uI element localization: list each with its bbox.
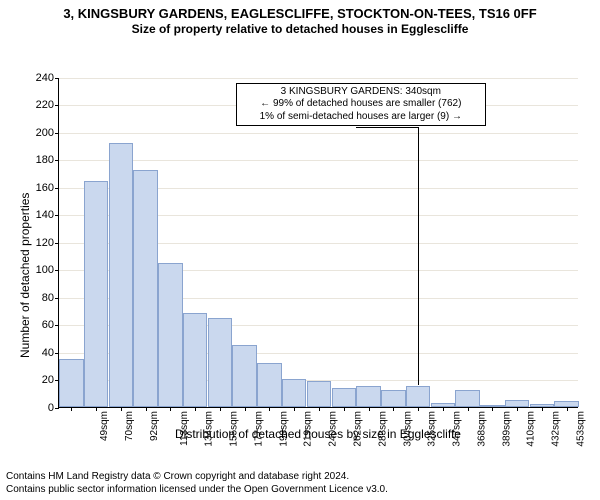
ytick-label: 40 bbox=[42, 347, 54, 359]
xtick-mark bbox=[71, 407, 72, 411]
annotation-line-3: 1% of semi-detached houses are larger (9… bbox=[241, 111, 481, 124]
ytick-label: 80 bbox=[42, 292, 54, 304]
histogram-bar bbox=[133, 170, 158, 407]
xtick-mark bbox=[245, 407, 246, 411]
xtick-mark bbox=[492, 407, 493, 411]
ytick-mark bbox=[55, 325, 59, 326]
gridline-y bbox=[59, 78, 578, 79]
gridline-y bbox=[59, 160, 578, 161]
ytick-mark bbox=[55, 270, 59, 271]
xtick-mark bbox=[170, 407, 171, 411]
histogram-bar bbox=[158, 263, 183, 407]
ytick-label: 140 bbox=[36, 209, 54, 221]
annotation-arrow-stub bbox=[356, 127, 418, 128]
xtick-mark bbox=[393, 407, 394, 411]
footer-attribution: Contains HM Land Registry data © Crown c… bbox=[6, 471, 388, 496]
histogram-bar bbox=[381, 390, 406, 407]
histogram-bar bbox=[356, 386, 381, 407]
ytick-label: 60 bbox=[42, 319, 54, 331]
ytick-label: 200 bbox=[36, 127, 54, 139]
ytick-mark bbox=[55, 133, 59, 134]
xtick-mark bbox=[146, 407, 147, 411]
ytick-label: 180 bbox=[36, 154, 54, 166]
histogram-bar bbox=[208, 318, 233, 407]
ytick-mark bbox=[55, 408, 59, 409]
ytick-mark bbox=[55, 298, 59, 299]
xtick-mark bbox=[468, 407, 469, 411]
footer-line-2: Contains public sector information licen… bbox=[6, 484, 388, 497]
y-axis-label: Number of detached properties bbox=[18, 193, 32, 358]
annotation-line-2: ← 99% of detached houses are smaller (76… bbox=[241, 98, 481, 111]
annotation-arrow bbox=[418, 127, 419, 385]
ytick-mark bbox=[55, 353, 59, 354]
ytick-mark bbox=[55, 78, 59, 79]
gridline-y bbox=[59, 133, 578, 134]
ytick-mark bbox=[55, 105, 59, 106]
xtick-mark bbox=[344, 407, 345, 411]
ytick-label: 220 bbox=[36, 99, 54, 111]
page-title-line1: 3, KINGSBURY GARDENS, EAGLESCLIFFE, STOC… bbox=[0, 0, 600, 22]
ytick-label: 120 bbox=[36, 237, 54, 249]
xtick-mark bbox=[567, 407, 568, 411]
xtick-mark bbox=[319, 407, 320, 411]
xtick-mark bbox=[542, 407, 543, 411]
histogram-bar bbox=[109, 143, 134, 407]
ytick-label: 160 bbox=[36, 182, 54, 194]
xtick-mark bbox=[195, 407, 196, 411]
histogram-bar bbox=[59, 359, 84, 407]
xtick-mark bbox=[269, 407, 270, 411]
ytick-label: 240 bbox=[36, 72, 54, 84]
ytick-label: 100 bbox=[36, 264, 54, 276]
ytick-label: 20 bbox=[42, 374, 54, 386]
xtick-mark bbox=[517, 407, 518, 411]
ytick-mark bbox=[55, 215, 59, 216]
histogram-bar bbox=[282, 379, 307, 407]
xtick-mark bbox=[96, 407, 97, 411]
histogram-bar bbox=[257, 363, 282, 407]
histogram-bar bbox=[183, 313, 208, 407]
xtick-mark bbox=[121, 407, 122, 411]
footer-line-1: Contains HM Land Registry data © Crown c… bbox=[6, 471, 388, 484]
histogram-bar bbox=[307, 381, 332, 407]
plot-area: 02040608010012014016018020022024049sqm70… bbox=[58, 78, 578, 408]
histogram-bar bbox=[455, 390, 480, 407]
ytick-mark bbox=[55, 188, 59, 189]
ytick-label: 0 bbox=[48, 402, 54, 414]
histogram-bar bbox=[84, 181, 109, 407]
x-axis-label: Distribution of detached houses by size … bbox=[58, 427, 578, 441]
xtick-mark bbox=[369, 407, 370, 411]
histogram-bar bbox=[232, 345, 257, 407]
ytick-mark bbox=[55, 243, 59, 244]
xtick-mark bbox=[418, 407, 419, 411]
histogram-bar bbox=[332, 388, 357, 407]
histogram-bar bbox=[406, 386, 431, 407]
histogram-bar bbox=[505, 400, 530, 407]
xtick-mark bbox=[294, 407, 295, 411]
page-title-line2: Size of property relative to detached ho… bbox=[0, 22, 600, 36]
xtick-mark bbox=[220, 407, 221, 411]
annotation-line-1: 3 KINGSBURY GARDENS: 340sqm bbox=[241, 86, 481, 99]
ytick-mark bbox=[55, 160, 59, 161]
annotation-box: 3 KINGSBURY GARDENS: 340sqm← 99% of deta… bbox=[236, 83, 486, 127]
xtick-mark bbox=[443, 407, 444, 411]
